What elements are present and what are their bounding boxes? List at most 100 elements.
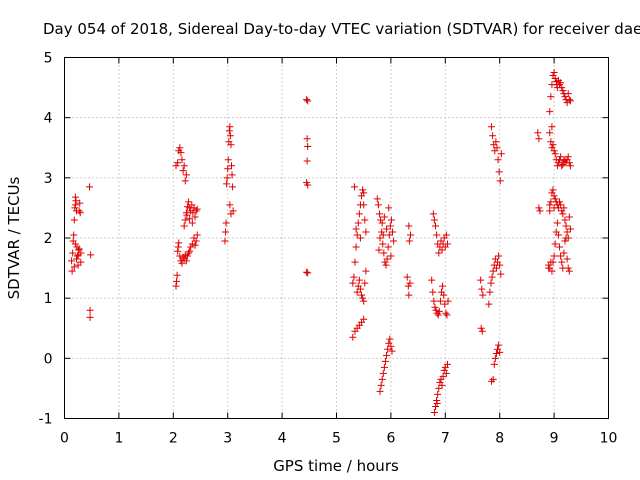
data-point-marker	[492, 264, 500, 272]
data-point-marker	[181, 216, 189, 224]
data-point-marker	[565, 213, 573, 221]
data-point-marker	[566, 225, 574, 233]
data-point-marker	[551, 150, 559, 158]
data-point-marker	[386, 335, 394, 343]
data-point-marker	[378, 375, 386, 383]
data-point-marker	[432, 402, 440, 410]
data-point-marker	[362, 267, 370, 275]
data-point-marker	[547, 93, 555, 101]
data-point-marker	[178, 156, 186, 164]
data-point-marker	[436, 297, 444, 305]
data-point-marker	[377, 381, 385, 389]
data-point-marker	[71, 193, 79, 201]
data-point-marker	[404, 282, 412, 290]
data-point-marker	[557, 153, 565, 161]
x-tick-labels: 0 1 2 3 4 5 6 7 8 9 10	[60, 431, 617, 447]
data-point-marker	[439, 282, 447, 290]
data-point-marker	[226, 201, 234, 209]
data-point-marker	[546, 201, 554, 209]
data-point-marker	[172, 162, 180, 170]
data-point-marker	[182, 257, 190, 265]
data-point-marker	[173, 271, 181, 279]
data-point-marker	[549, 141, 557, 149]
data-point-marker	[389, 228, 397, 236]
data-point-marker	[550, 147, 558, 155]
x-tick-label: 5	[332, 431, 341, 447]
data-point-marker	[433, 231, 441, 239]
data-point-marker	[381, 357, 389, 365]
data-point-marker	[87, 251, 95, 259]
y-tick-labels: -1 0 1 2 3 4 5	[39, 51, 53, 428]
data-point-marker	[433, 396, 441, 404]
data-point-marker	[191, 241, 199, 249]
data-point-marker	[74, 251, 82, 259]
data-point-marker	[564, 153, 572, 161]
data-point-marker	[562, 222, 570, 230]
data-point-marker	[566, 162, 574, 170]
x-tick-label: 6	[386, 431, 395, 447]
data-point-marker	[351, 258, 359, 266]
data-point-marker	[353, 231, 361, 239]
data-point-marker	[86, 313, 94, 321]
data-point-marker	[70, 216, 78, 224]
data-point-marker	[228, 162, 236, 170]
data-point-marker	[71, 201, 79, 209]
data-point-marker	[384, 243, 392, 251]
data-point-marker	[545, 264, 553, 272]
data-point-marker	[223, 180, 231, 188]
data-point-marker	[68, 267, 76, 275]
data-point-marker	[429, 288, 437, 296]
data-point-marker	[486, 288, 494, 296]
data-point-marker	[496, 261, 504, 269]
data-point-marker	[497, 150, 505, 158]
data-point-marker	[71, 204, 79, 212]
data-point-marker	[224, 156, 232, 164]
data-point-marker	[442, 309, 450, 317]
x-tick-label: 4	[278, 431, 287, 447]
data-point-marker	[405, 237, 413, 245]
y-tick-label: 4	[44, 111, 53, 127]
data-point-marker	[86, 306, 94, 314]
data-point-marker	[550, 69, 558, 77]
data-point-marker	[179, 167, 187, 175]
data-point-marker	[224, 165, 232, 173]
data-point-marker	[383, 351, 391, 359]
y-tick-label: 0	[44, 351, 53, 367]
data-point-marker	[430, 216, 438, 224]
data-point-marker	[566, 97, 574, 105]
data-point-marker	[303, 157, 311, 165]
data-point-marker	[434, 390, 442, 398]
data-point-marker	[183, 211, 191, 219]
data-point-marker	[565, 267, 573, 275]
data-point-marker	[355, 276, 363, 284]
data-point-marker	[383, 225, 391, 233]
data-point-marker	[561, 93, 569, 101]
data-point-marker	[376, 387, 384, 395]
data-point-marker	[550, 204, 558, 212]
data-point-marker	[180, 162, 188, 170]
data-point-marker	[376, 234, 384, 242]
data-point-marker	[405, 291, 413, 299]
data-point-marker	[429, 210, 437, 218]
data-point-marker	[185, 198, 193, 206]
grid-lines	[64, 57, 609, 419]
data-point-marker	[352, 243, 360, 251]
data-point-marker	[226, 123, 234, 131]
data-point-marker	[554, 159, 562, 167]
data-point-marker	[406, 231, 414, 239]
data-point-marker	[488, 273, 496, 281]
data-point-marker	[439, 372, 447, 380]
data-point-marker	[548, 267, 556, 275]
data-point-marker	[488, 377, 496, 385]
data-point-marker	[495, 341, 503, 349]
data-point-marker	[304, 181, 312, 189]
data-point-marker	[303, 96, 311, 104]
data-point-marker	[477, 276, 485, 284]
data-point-marker	[478, 327, 486, 335]
data-point-marker	[382, 261, 390, 269]
data-point-marker	[352, 225, 360, 233]
data-point-marker	[432, 306, 440, 314]
data-point-marker	[443, 240, 451, 248]
data-point-marker	[561, 216, 569, 224]
data-point-marker	[74, 252, 82, 260]
